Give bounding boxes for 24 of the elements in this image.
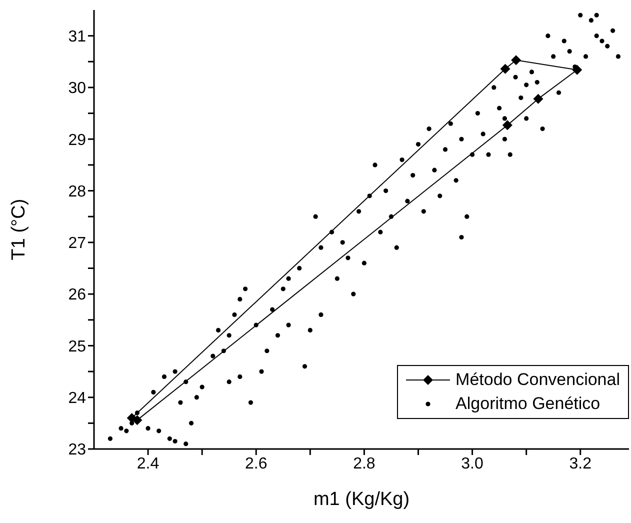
y-tick-label: 28 (68, 183, 86, 200)
x-tick-label: 3.0 (461, 455, 484, 472)
x-tick-label: 2.8 (353, 455, 376, 472)
point (511, 55, 522, 66)
y-tick-label: 25 (68, 338, 86, 356)
y-tick-label: 27 (68, 235, 86, 252)
y-tick-label: 31 (68, 28, 86, 46)
point (132, 415, 142, 426)
y-tick-label: 30 (68, 80, 86, 98)
legend-label: Método Convencional (456, 369, 620, 391)
y-tick-label: 29 (68, 132, 86, 149)
y-tick-label: 23 (68, 442, 86, 459)
x-tick-label: 2.4 (136, 455, 160, 472)
y-tick-label: 24 (68, 390, 86, 408)
point (502, 120, 512, 130)
point (572, 64, 582, 75)
x-tick-label: 3.2 (569, 455, 592, 472)
legend-label: Algoritmo Genético (456, 393, 600, 415)
x-tick-label: 2.6 (244, 455, 268, 472)
x-axis-title: m1 (Kg/Kg) (313, 489, 410, 510)
y-axis-title: T1 (°C) (8, 198, 30, 260)
point (533, 94, 544, 104)
point (500, 64, 510, 74)
y-tick-label: 26 (68, 286, 86, 304)
